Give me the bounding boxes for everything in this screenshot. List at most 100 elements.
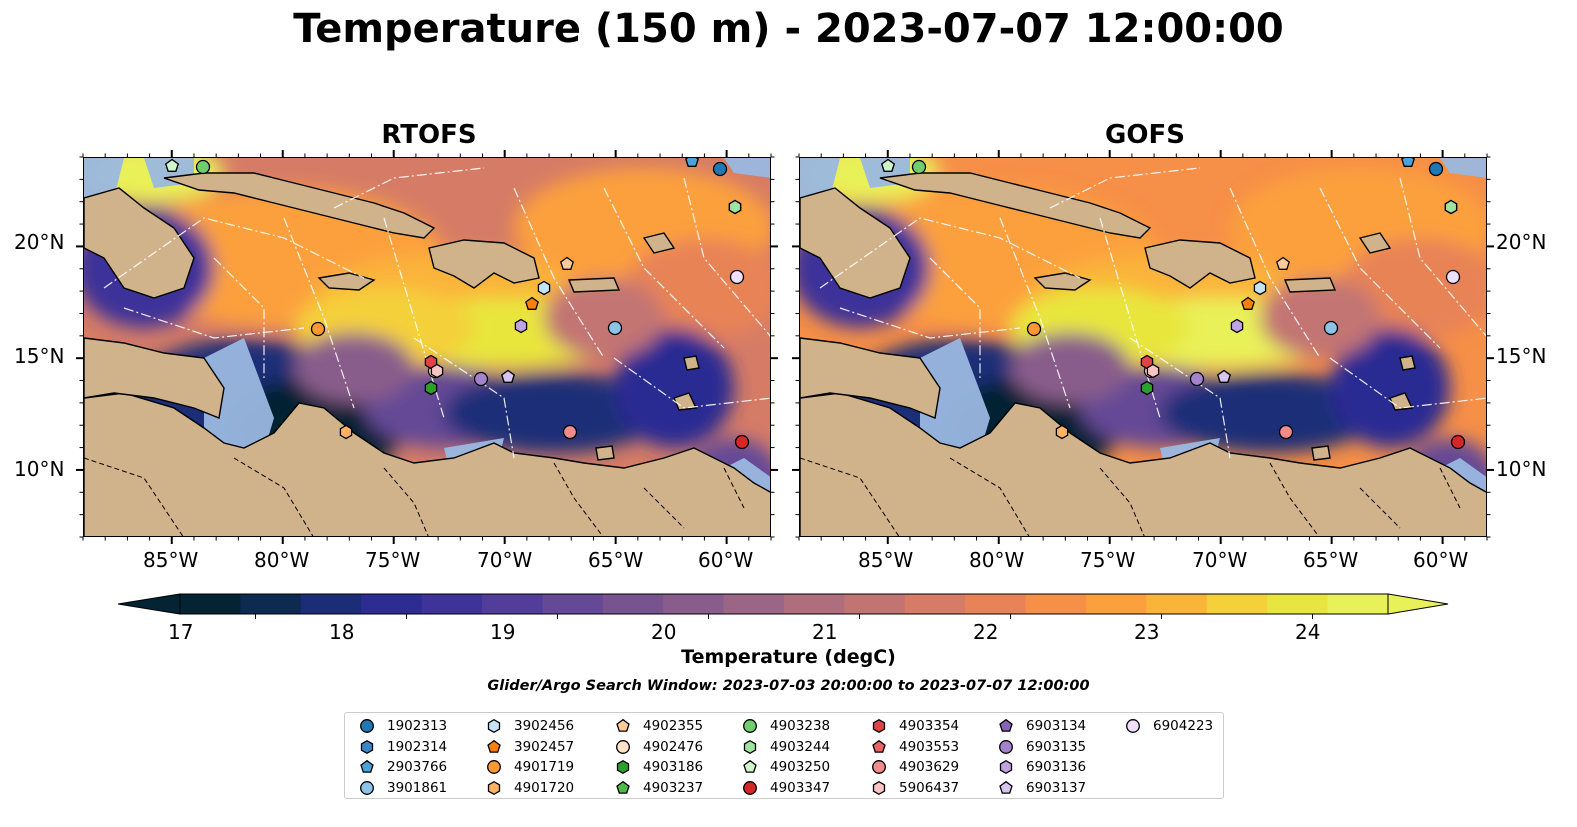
legend-item-4902355: 4902355: [615, 716, 703, 736]
legend-label: 3901861: [387, 779, 448, 796]
legend-swatch-4903244: [743, 739, 757, 754]
legend-label: 4903347: [770, 779, 831, 796]
colorbar-extend-low: [117, 593, 181, 615]
legend-swatch-6903135: [999, 739, 1013, 754]
colorbar-segment: [723, 594, 785, 614]
platform-marker-4903238: [195, 159, 211, 175]
platform-marker-5906437: [430, 363, 444, 379]
colorbar-segment: [1086, 594, 1147, 614]
land-7: [1358, 232, 1392, 254]
cbar-tick-21: 21: [812, 620, 838, 644]
legend-label: 6903135: [1026, 738, 1087, 755]
map-panel-gofs[interactable]: [799, 157, 1487, 537]
legend-label: 4901720: [514, 779, 575, 796]
platform-marker-3901861: [607, 320, 623, 336]
legend-label: 3902457: [514, 738, 575, 755]
legend-swatch-6903134: [999, 718, 1013, 732]
legend-item-4901719: 4901719: [486, 757, 574, 777]
platform-marker-4903347: [1450, 434, 1466, 450]
legend-item-6903134: 6903134: [998, 716, 1086, 736]
colorbar-segment: [1206, 594, 1268, 614]
land-4: [317, 272, 376, 291]
cbar-tick-18: 18: [329, 620, 355, 644]
legend-item-1902314: 1902314: [359, 737, 447, 757]
colorbar-segment: [965, 594, 1027, 614]
land-0: [84, 392, 770, 536]
platform-marker-6903135: [1189, 371, 1205, 387]
platform-marker-4901719: [1026, 321, 1042, 337]
legend-marker-hexagon-icon: [487, 780, 501, 795]
legend-marker-pentagon-icon: [487, 739, 501, 753]
platform-marker-4903250: [881, 158, 895, 172]
colorbar: [117, 593, 1449, 619]
legend-marker-circle-icon: [487, 760, 501, 774]
legend-marker-circle-icon: [1126, 719, 1140, 733]
legend-label: 4902355: [643, 718, 704, 734]
colorbar-segment: [663, 594, 725, 614]
cbar-tick-20: 20: [651, 620, 677, 644]
land-8: [683, 355, 700, 371]
legend-label: 4903186: [643, 759, 704, 775]
lat-label-left-20n: 20°N: [14, 230, 65, 254]
colorbar-segment: [421, 594, 483, 614]
platform-marker-4903347: [734, 434, 750, 450]
legend-marker-circle-icon: [360, 780, 374, 795]
colorbar-segment: [844, 594, 906, 614]
platform-marker-6903135: [473, 371, 489, 387]
legend-label: 4903238: [770, 718, 831, 734]
legend-swatch-6904223: [1126, 719, 1140, 733]
legend-marker-circle-icon: [616, 739, 630, 754]
land-0: [800, 392, 1486, 536]
map-panel-rtofs[interactable]: [83, 157, 771, 537]
legend-item-5906437: 5906437: [871, 778, 959, 798]
platform-marker-4903186: [1140, 380, 1154, 396]
lon-label-gofs-80w: 80°W: [969, 548, 1025, 572]
legend-marker-circle-icon: [999, 739, 1013, 754]
lat-label-right-10n: 10°N: [1496, 457, 1547, 481]
legend-label: 4903244: [770, 738, 831, 755]
legend-swatch-3902456: [487, 718, 501, 734]
platform-marker-4902355: [560, 256, 574, 270]
legend-label: 5906437: [899, 779, 960, 796]
colorbar-segment: [300, 594, 362, 614]
legend-marker-hexagon-icon: [872, 780, 886, 795]
land-1: [84, 337, 225, 419]
colorbar-segment: [1267, 594, 1329, 614]
platform-marker-4903186: [424, 380, 438, 396]
colorbar-segment: [542, 594, 604, 614]
platform-marker-1902313: [712, 161, 728, 177]
colorbar-segment: [180, 594, 241, 614]
legend-label: 4903250: [770, 759, 831, 775]
colorbar-segment: [784, 594, 845, 614]
legend-marker-pentagon-icon: [999, 718, 1013, 732]
legend-swatch-2903766: [360, 759, 374, 773]
platform-marker-6903136: [514, 318, 528, 334]
colorbar-segment: [361, 594, 423, 614]
platform-marker-3902457: [525, 296, 539, 310]
cbar-tick-22: 22: [973, 620, 999, 644]
lon-label-gofs-60w: 60°W: [1413, 548, 1469, 572]
platform-marker-2903766: [685, 158, 699, 167]
lon-label-rtofs-85w: 85°W: [143, 548, 199, 572]
legend-swatch-4903553: [872, 739, 886, 753]
legend-marker-pentagon-icon: [616, 718, 630, 732]
legend-swatch-4901719: [487, 760, 501, 774]
platform-marker-4903629: [562, 424, 578, 440]
lon-label-gofs-85w: 85°W: [858, 548, 914, 572]
legend-label: 4903237: [643, 779, 704, 796]
cbar-tick-24: 24: [1295, 620, 1321, 644]
land-9: [1389, 392, 1414, 411]
colorbar-label: Temperature (degC): [681, 646, 896, 668]
lat-label-right-15n: 15°N: [1496, 344, 1547, 368]
legend-swatch-4903629: [872, 760, 886, 774]
legend-label: 2903766: [387, 759, 448, 775]
legend-label: 4903629: [899, 759, 960, 775]
legend-label: 6903136: [1026, 759, 1087, 775]
platform-legend: 1902313 1902314 2903766 3901861 3902456 39024…: [344, 712, 1224, 799]
platform-marker-6903137: [1217, 369, 1231, 383]
legend-swatch-4902476: [616, 739, 630, 754]
legend-label: 3902456: [514, 718, 575, 734]
legend-swatch-1902313: [360, 719, 374, 733]
legend-item-4903238: 4903238: [742, 716, 830, 736]
legend-swatch-4901720: [487, 780, 501, 795]
